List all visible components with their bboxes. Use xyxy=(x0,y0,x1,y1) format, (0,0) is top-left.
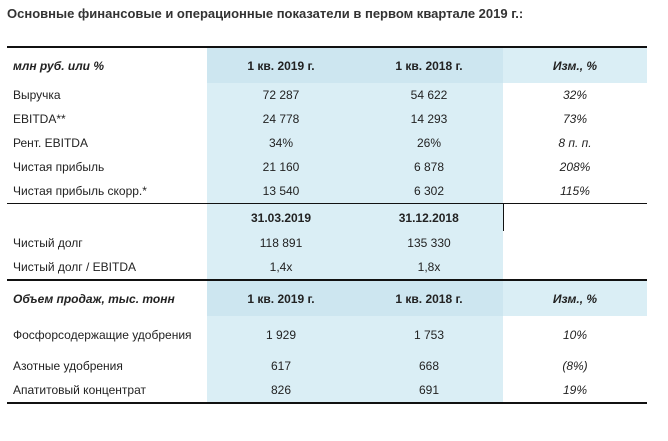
value-q1-2018: 668 xyxy=(355,354,503,378)
value-change: 19% xyxy=(503,378,647,404)
header-q1-2019: 1 кв. 2019 г. xyxy=(207,46,355,83)
value-change: 115% xyxy=(560,184,590,198)
value-q1-2018: 6 302 xyxy=(355,179,503,204)
header-date-2019: 31.03.2019 xyxy=(207,203,355,231)
value-2019: 118 891 xyxy=(207,231,355,255)
value-q1-2019: 826 xyxy=(207,378,355,404)
row-label: Рент. EBITDA xyxy=(13,136,88,150)
value-q1-2019: 1 929 xyxy=(207,316,355,354)
value-q1-2019: 34% xyxy=(207,131,355,155)
value-q1-2019: 13 540 xyxy=(207,179,355,204)
row-label: Азотные удобрения xyxy=(13,359,123,373)
page-title: Основные финансовые и операционные показ… xyxy=(7,6,524,21)
header-q1-2018: 1 кв. 2018 г. xyxy=(355,46,503,83)
row-label: Фосфорсодержащие удобрения xyxy=(13,328,192,342)
debt-header-row: 31.03.2019 31.12.2018 xyxy=(7,203,647,231)
row-label: Чистая прибыль xyxy=(13,160,105,174)
value-q1-2019: 24 778 xyxy=(207,107,355,131)
value-change: 73% xyxy=(562,112,588,126)
row-label: Чистый долг xyxy=(13,236,83,250)
row-label: Чистый долг / EBITDA xyxy=(13,260,136,274)
row-label: Апатитовый концентрат xyxy=(7,378,207,404)
header-change: Изм., % xyxy=(503,46,647,83)
sales-header-label: Объем продаж, тыс. тонн xyxy=(7,279,207,316)
table-row: Чистая прибыль скорр.* 13 540 6 302 115% xyxy=(7,179,647,204)
header-change: Изм., % xyxy=(503,279,647,316)
header-label: млн руб. или % xyxy=(7,46,207,83)
debt-header-blank xyxy=(502,203,647,231)
value-change xyxy=(503,231,647,255)
table-row: Азотные удобрения 617 668 (8%) xyxy=(7,354,647,378)
value-change: 32% xyxy=(562,88,588,102)
row-label: Чистая прибыль скорр.* xyxy=(13,184,147,198)
value-q1-2019: 617 xyxy=(207,354,355,378)
indicators-table: млн руб. или % 1 кв. 2019 г. 1 кв. 2018 … xyxy=(7,46,647,404)
value-change: 8 п. п. xyxy=(558,136,592,150)
table-row: Чистая прибыль 21 160 6 878 208% xyxy=(7,155,647,179)
header-date-2018: 31.12.2018 xyxy=(355,203,503,231)
table-row: Рент. EBITDA 34% 26% 8 п. п. xyxy=(7,131,647,155)
value-q1-2019: 72 287 xyxy=(207,83,355,107)
value-q1-2018: 1 753 xyxy=(355,316,503,354)
value-q1-2018: 54 622 xyxy=(355,83,503,107)
debt-header-label xyxy=(7,203,207,231)
table-row: Чистый долг / EBITDA 1,4x 1,8x xyxy=(7,255,647,280)
header-q1-2019: 1 кв. 2019 г. xyxy=(207,279,355,316)
value-q1-2018: 6 878 xyxy=(355,155,503,179)
table-row: Апатитовый концентрат 826 691 19% xyxy=(7,378,647,404)
value-change: 208% xyxy=(559,160,591,174)
value-q1-2018: 26% xyxy=(355,131,503,155)
row-label: EBITDA** xyxy=(13,112,66,126)
value-2019: 1,4x xyxy=(207,255,355,280)
value-change: (8%) xyxy=(562,359,588,373)
sales-header-row: Объем продаж, тыс. тонн 1 кв. 2019 г. 1 … xyxy=(7,279,647,316)
financial-header-row: млн руб. или % 1 кв. 2019 г. 1 кв. 2018 … xyxy=(7,46,647,83)
table-row: Фосфорсодержащие удобрения 1 929 1 753 1… xyxy=(7,316,647,354)
value-q1-2018: 691 xyxy=(355,378,503,404)
row-label: Выручка xyxy=(13,88,61,102)
header-q1-2018: 1 кв. 2018 г. xyxy=(355,279,503,316)
value-change xyxy=(503,255,647,280)
value-2018: 135 330 xyxy=(355,231,503,255)
value-2018: 1,8x xyxy=(355,255,503,280)
value-change: 10% xyxy=(562,328,588,342)
table-row: Чистый долг 118 891 135 330 xyxy=(7,231,647,255)
value-q1-2018: 14 293 xyxy=(355,107,503,131)
value-q1-2019: 21 160 xyxy=(207,155,355,179)
table-row: Выручка 72 287 54 622 32% xyxy=(7,83,647,107)
table-row: EBITDA** 24 778 14 293 73% xyxy=(7,107,647,131)
